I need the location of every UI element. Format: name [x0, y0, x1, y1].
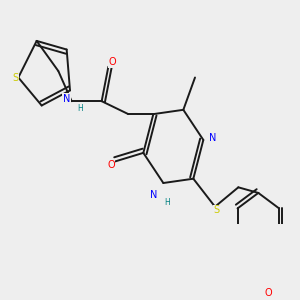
Text: O: O: [265, 288, 272, 298]
Text: H: H: [164, 198, 170, 207]
Text: S: S: [13, 73, 19, 82]
Text: N: N: [150, 190, 157, 200]
Text: S: S: [214, 205, 220, 215]
Text: O: O: [109, 57, 116, 68]
Text: N: N: [209, 133, 216, 143]
Text: H: H: [77, 104, 83, 113]
Text: N: N: [63, 94, 70, 104]
Text: O: O: [107, 160, 115, 170]
